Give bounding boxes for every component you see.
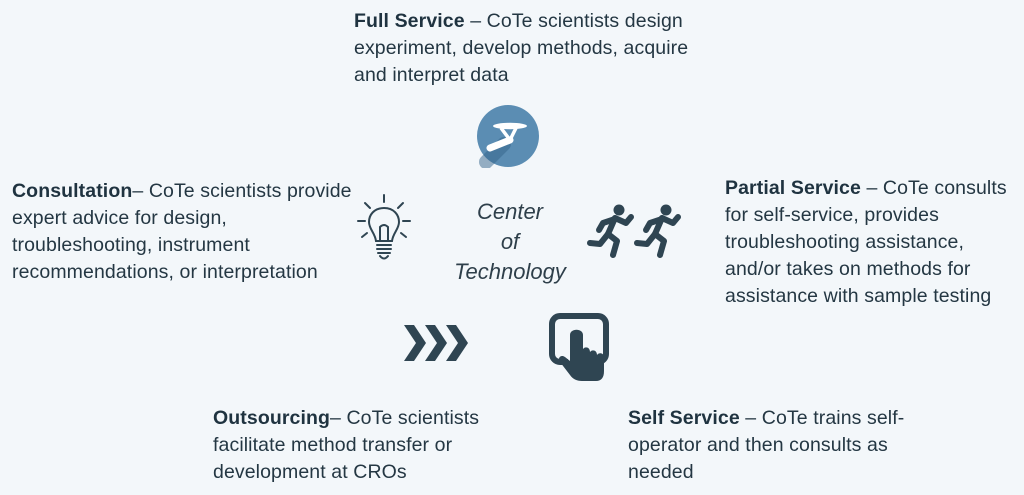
self-service-title: Self Service (628, 407, 740, 429)
outsourcing-description: – CoTe scientists facilitate method tran… (213, 407, 480, 483)
center-label-line3: Technology (454, 259, 566, 284)
center-label-line1: Center (476, 199, 544, 224)
partial-service-block: Partial Service – CoTe consults for self… (725, 175, 1024, 310)
runners-icon (586, 203, 686, 266)
full-service-block: Full Service – CoTe scientists design ex… (354, 8, 724, 89)
outsourcing-title: Outsourcing (213, 407, 331, 429)
serving-tray-icon (476, 104, 540, 173)
chevrons-right-icon (404, 323, 468, 368)
center-of-technology-label: Center of Technology (440, 197, 580, 287)
center-label-line2: of (500, 229, 520, 254)
partial-service-title: Partial Service (725, 177, 861, 199)
full-service-title: Full Service (354, 10, 465, 32)
consultation-title: Consultation (12, 180, 133, 202)
self-service-description: – CoTe trains self-operator and then con… (628, 407, 905, 483)
full-service-description: – CoTe scientists design experiment, dev… (354, 10, 689, 86)
partial-service-description: – CoTe consults for self-service, provid… (725, 177, 1007, 307)
lightbulb-icon (355, 193, 413, 270)
touch-screen-icon (548, 313, 612, 388)
consultation-description: – CoTe scientists provide expert advice … (12, 180, 352, 283)
outsourcing-block: Outsourcing– CoTe scientists facilitate … (213, 405, 533, 486)
self-service-block: Self Service – CoTe trains self-operator… (628, 405, 928, 486)
consultation-block: Consultation– CoTe scientists provide ex… (12, 178, 352, 286)
